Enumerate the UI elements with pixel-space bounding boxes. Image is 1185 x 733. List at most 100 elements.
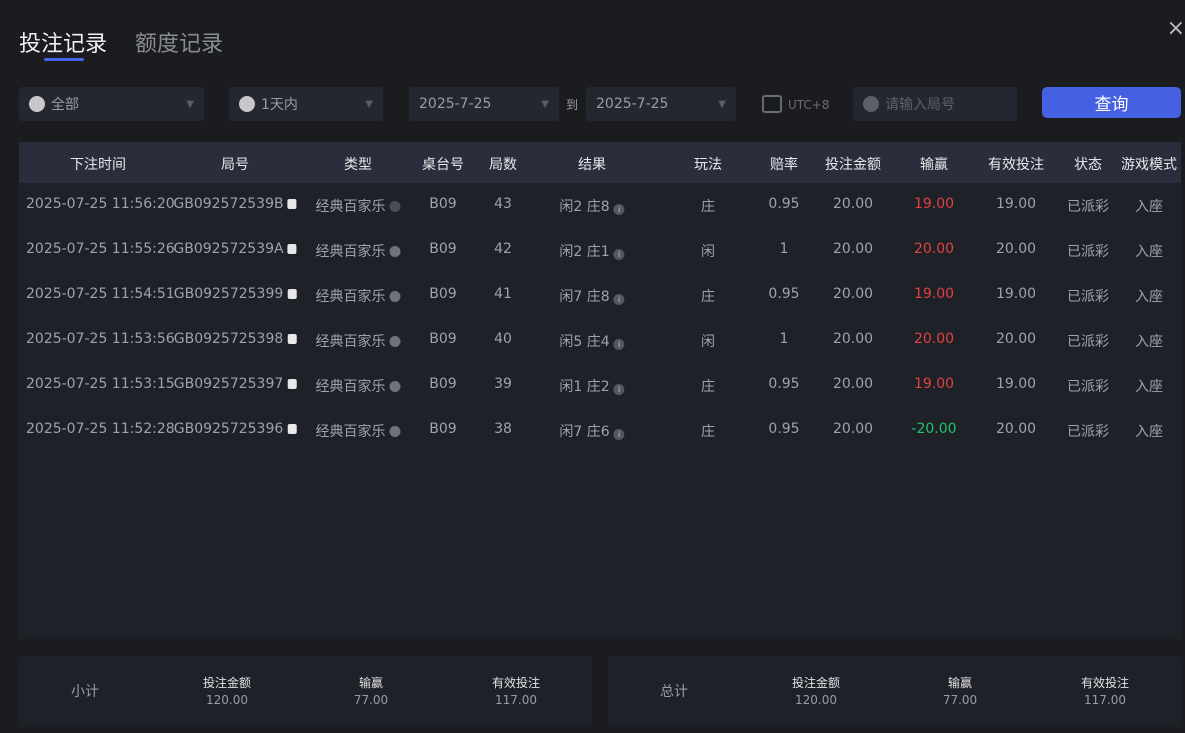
close-icon[interactable]: × — [1166, 16, 1185, 41]
game-mode-text: 入座 — [1135, 289, 1163, 305]
cell-round-number: GB092572539A — [173, 241, 297, 257]
video-replay-icon[interactable] — [389, 336, 401, 347]
chevron-down-icon: ▼ — [365, 98, 373, 110]
info-icon[interactable]: i — [613, 249, 625, 260]
odds-text: 0.95 — [768, 196, 800, 212]
game-type-text: 经典百家乐 — [315, 424, 386, 440]
column-header-table-number: 桌台号 — [422, 157, 464, 173]
status-text: 已派彩 — [1067, 199, 1109, 215]
bet-time-text: 2025-07-25 11:54:51 — [26, 286, 175, 302]
bet-amount-text: 20.00 — [832, 241, 874, 257]
odds-text: 0.95 — [768, 421, 800, 437]
cell-game-mode: 入座 — [1135, 241, 1163, 261]
round-count-text: 42 — [494, 241, 512, 257]
game-select[interactable]: 全部 ▼ — [19, 87, 204, 121]
chevron-down-icon: ▼ — [541, 98, 549, 110]
query-button[interactable]: 查询 — [1042, 87, 1181, 118]
status-text: 已派彩 — [1067, 424, 1109, 440]
period-select[interactable]: 1天内 ▼ — [229, 87, 383, 121]
round-count-text: 39 — [494, 376, 512, 392]
cell-bet-amount: 20.00 — [833, 196, 873, 212]
result-text: 闲7 庄8 — [559, 289, 610, 305]
cell-table-number: B09 — [429, 196, 456, 212]
cell-odds: 0.95 — [768, 286, 799, 302]
cell-table-number: B09 — [429, 286, 456, 302]
cell-bet-type: 庄 — [701, 376, 715, 396]
cell-round-count: 39 — [494, 376, 512, 392]
cell-round-count: 40 — [494, 331, 512, 347]
cell-bet-time: 2025-07-25 11:56:20 — [26, 196, 175, 212]
round-number-placeholder: 请输入局号 — [885, 97, 955, 113]
cell-bet-time: 2025-07-25 11:53:15 — [26, 376, 175, 392]
cell-game-mode: 入座 — [1135, 421, 1163, 441]
round-count-text: 43 — [494, 196, 512, 212]
cell-valid-bet: 19.00 — [996, 376, 1036, 392]
column-header-bet-type: 玩法 — [694, 157, 722, 173]
game-type-text: 经典百家乐 — [315, 199, 386, 215]
column-header-round-number: 局号 — [221, 157, 249, 173]
calendar-icon[interactable] — [762, 95, 782, 113]
cell-table-number: B09 — [429, 376, 456, 392]
video-replay-icon[interactable] — [389, 291, 401, 302]
total-panel: 总计 投注金额 120.00 输赢 77.00 有效投注 117.00 — [608, 656, 1181, 727]
total-bet-label: 投注金额 — [791, 676, 841, 690]
subtotal-panel: 小计 投注金额 120.00 输赢 77.00 有效投注 117.00 — [19, 656, 592, 727]
cell-game-mode: 入座 — [1135, 331, 1163, 351]
table-number-text: B09 — [429, 196, 457, 212]
bet-time-text: 2025-07-25 11:53:56 — [26, 331, 175, 347]
bet-amount-text: 20.00 — [832, 286, 874, 302]
table-row: 2025-07-25 11:52:28 GB0925725396 经典百家乐 B09 3… — [19, 408, 1181, 453]
tab-credit-records[interactable]: 额度记录 — [135, 32, 224, 57]
game-type-text: 经典百家乐 — [315, 379, 386, 395]
column-header-round-count: 局数 — [489, 157, 517, 173]
round-count-text: 38 — [494, 421, 512, 437]
info-icon[interactable]: i — [613, 429, 625, 440]
video-replay-icon[interactable] — [389, 426, 401, 437]
tab-bet-records[interactable]: 投注记录 — [19, 32, 108, 57]
copy-icon[interactable] — [287, 334, 297, 344]
info-icon[interactable]: i — [613, 204, 625, 215]
cell-win-loss: 20.00 — [914, 241, 954, 257]
column-header-game-mode: 游戏模式 — [1121, 157, 1177, 173]
date-to-value: 2025-7-25 — [596, 96, 669, 112]
cell-bet-amount: 20.00 — [833, 241, 873, 257]
cell-game-mode: 入座 — [1135, 376, 1163, 396]
cell-odds: 1 — [780, 241, 789, 257]
cell-round-number: GB092572539B — [173, 196, 297, 212]
cell-bet-type: 庄 — [701, 286, 715, 306]
round-icon — [863, 96, 879, 112]
chevron-down-icon: ▼ — [718, 98, 726, 110]
game-type-text: 经典百家乐 — [315, 244, 386, 260]
info-icon[interactable]: i — [613, 384, 625, 395]
video-replay-icon[interactable] — [389, 201, 401, 212]
copy-icon[interactable] — [287, 424, 297, 434]
bet-records-table: 下注时间 局号 类型 桌台号 局数 结果 玩法 赔率 投注金额 输赢 有效投注 状态 游戏模式 2025… — [19, 142, 1181, 639]
cell-bet-time: 2025-07-25 11:53:56 — [26, 331, 175, 347]
date-from-select[interactable]: 2025-7-25 ▼ — [409, 87, 559, 121]
result-text: 闲7 庄6 — [559, 424, 610, 440]
table-number-text: B09 — [429, 421, 457, 437]
subtotal-bet-label: 投注金额 — [202, 676, 252, 690]
date-to-select[interactable]: 2025-7-25 ▼ — [586, 87, 736, 121]
subtotal-valid-value: 117.00 — [495, 693, 537, 707]
chevron-down-icon: ▼ — [186, 98, 194, 110]
round-number-text: GB0925725399 — [173, 286, 284, 302]
copy-icon[interactable] — [287, 379, 297, 389]
cell-table-number: B09 — [429, 241, 456, 257]
info-icon[interactable]: i — [613, 339, 625, 350]
video-replay-icon[interactable] — [389, 381, 401, 392]
cell-valid-bet: 20.00 — [996, 241, 1036, 257]
column-header-win-loss: 输赢 — [920, 157, 948, 173]
total-bet-value: 120.00 — [795, 693, 837, 707]
cell-valid-bet: 20.00 — [996, 421, 1036, 437]
round-number-text: GB0925725397 — [173, 376, 284, 392]
info-icon[interactable]: i — [613, 294, 625, 305]
cell-bet-type: 庄 — [701, 421, 715, 441]
copy-icon[interactable] — [287, 289, 297, 299]
cell-bet-amount: 20.00 — [833, 331, 873, 347]
round-number-input[interactable]: 请输入局号 — [853, 87, 1017, 121]
copy-icon[interactable] — [287, 244, 297, 254]
video-replay-icon[interactable] — [389, 246, 401, 257]
cell-bet-time: 2025-07-25 11:52:28 — [26, 421, 175, 437]
copy-icon[interactable] — [287, 199, 297, 209]
